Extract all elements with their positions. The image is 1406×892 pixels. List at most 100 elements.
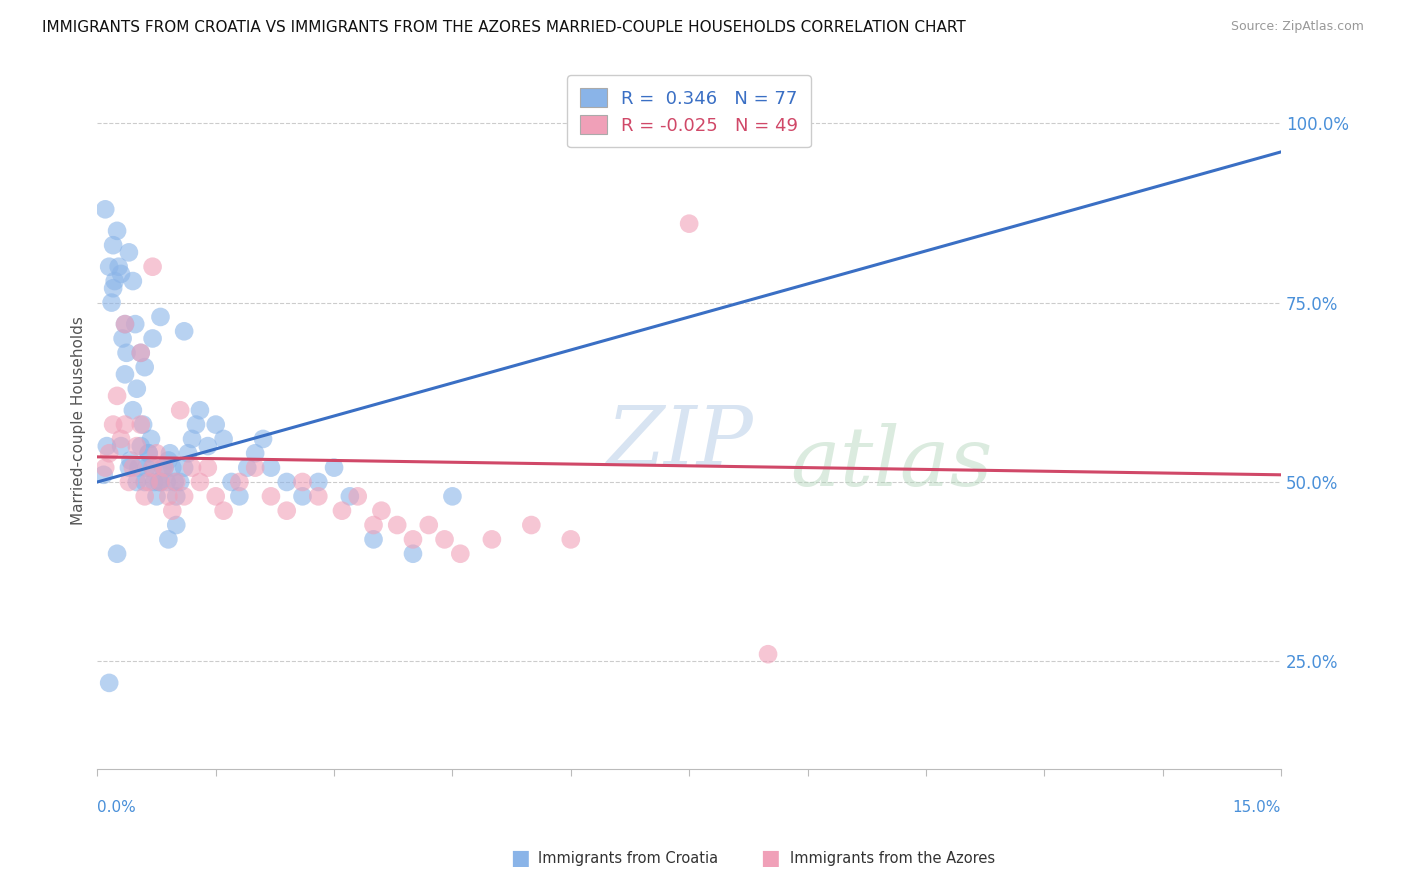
Point <box>152 460 174 475</box>
Point <box>94 460 117 475</box>
Point <box>188 403 211 417</box>
Point <box>114 317 136 331</box>
Point <box>228 489 250 503</box>
Text: atlas: atlas <box>790 423 993 503</box>
Point <box>156 475 179 489</box>
Point <box>94 202 117 217</box>
Point <box>134 475 156 489</box>
Point <box>441 489 464 503</box>
Point <box>127 460 149 475</box>
Point <box>756 647 779 661</box>
Point <box>181 460 204 475</box>
Point <box>93 467 115 482</box>
Point <box>96 439 118 453</box>
Point <box>111 331 134 345</box>
Point <box>153 460 176 475</box>
Point <box>138 475 160 489</box>
Point <box>157 533 180 547</box>
Point <box>118 475 141 489</box>
Point <box>418 518 440 533</box>
Point <box>346 489 368 503</box>
Point <box>520 518 543 533</box>
Point <box>118 245 141 260</box>
Point <box>173 324 195 338</box>
Point <box>129 346 152 360</box>
Point <box>121 460 143 475</box>
Point <box>100 295 122 310</box>
Point <box>157 489 180 503</box>
Point <box>204 417 226 432</box>
Point <box>138 446 160 460</box>
Point <box>159 446 181 460</box>
Point <box>153 460 176 475</box>
Point <box>149 475 172 489</box>
Point <box>339 489 361 503</box>
Point <box>163 475 186 489</box>
Point <box>165 518 187 533</box>
Point <box>98 260 121 274</box>
Point <box>125 439 148 453</box>
Point <box>307 489 329 503</box>
Y-axis label: Married-couple Households: Married-couple Households <box>72 317 86 525</box>
Text: Immigrants from the Azores: Immigrants from the Azores <box>790 851 995 865</box>
Point <box>114 317 136 331</box>
Point <box>387 518 409 533</box>
Point <box>101 238 124 252</box>
Point <box>162 504 184 518</box>
Point <box>142 260 165 274</box>
Point <box>165 489 187 503</box>
Point <box>124 317 146 331</box>
Point <box>184 417 207 432</box>
Point <box>173 460 195 475</box>
Point <box>98 446 121 460</box>
Point <box>165 475 187 489</box>
Point <box>134 489 156 503</box>
Point <box>260 460 283 475</box>
Point <box>323 460 346 475</box>
Point <box>142 460 165 475</box>
Point <box>114 417 136 432</box>
Point <box>197 439 219 453</box>
Point <box>110 432 132 446</box>
Point <box>169 403 191 417</box>
Point <box>139 432 162 446</box>
Point <box>221 475 243 489</box>
Text: Source: ZipAtlas.com: Source: ZipAtlas.com <box>1230 20 1364 33</box>
Point <box>276 475 298 489</box>
Point <box>449 547 471 561</box>
Point <box>307 475 329 489</box>
Point <box>252 432 274 446</box>
Point <box>162 460 184 475</box>
Point <box>114 368 136 382</box>
Point <box>125 382 148 396</box>
Point <box>115 346 138 360</box>
Text: ■: ■ <box>761 848 780 868</box>
Point <box>149 310 172 324</box>
Point <box>138 446 160 460</box>
Point <box>402 547 425 561</box>
Point <box>107 260 129 274</box>
Point <box>177 446 200 460</box>
Text: 15.0%: 15.0% <box>1233 799 1281 814</box>
Legend: R =  0.346   N = 77, R = -0.025   N = 49: R = 0.346 N = 77, R = -0.025 N = 49 <box>567 75 811 147</box>
Point <box>148 475 170 489</box>
Point <box>330 504 353 518</box>
Point <box>105 224 128 238</box>
Point <box>121 274 143 288</box>
Point <box>169 475 191 489</box>
Point <box>142 331 165 345</box>
Point <box>110 267 132 281</box>
Point <box>157 453 180 467</box>
Point <box>433 533 456 547</box>
Point <box>276 504 298 518</box>
Point <box>236 460 259 475</box>
Point <box>173 489 195 503</box>
Point <box>243 460 266 475</box>
Point <box>101 417 124 432</box>
Point <box>110 439 132 453</box>
Point <box>142 460 165 475</box>
Point <box>402 533 425 547</box>
Point <box>125 475 148 489</box>
Point <box>181 432 204 446</box>
Point <box>197 460 219 475</box>
